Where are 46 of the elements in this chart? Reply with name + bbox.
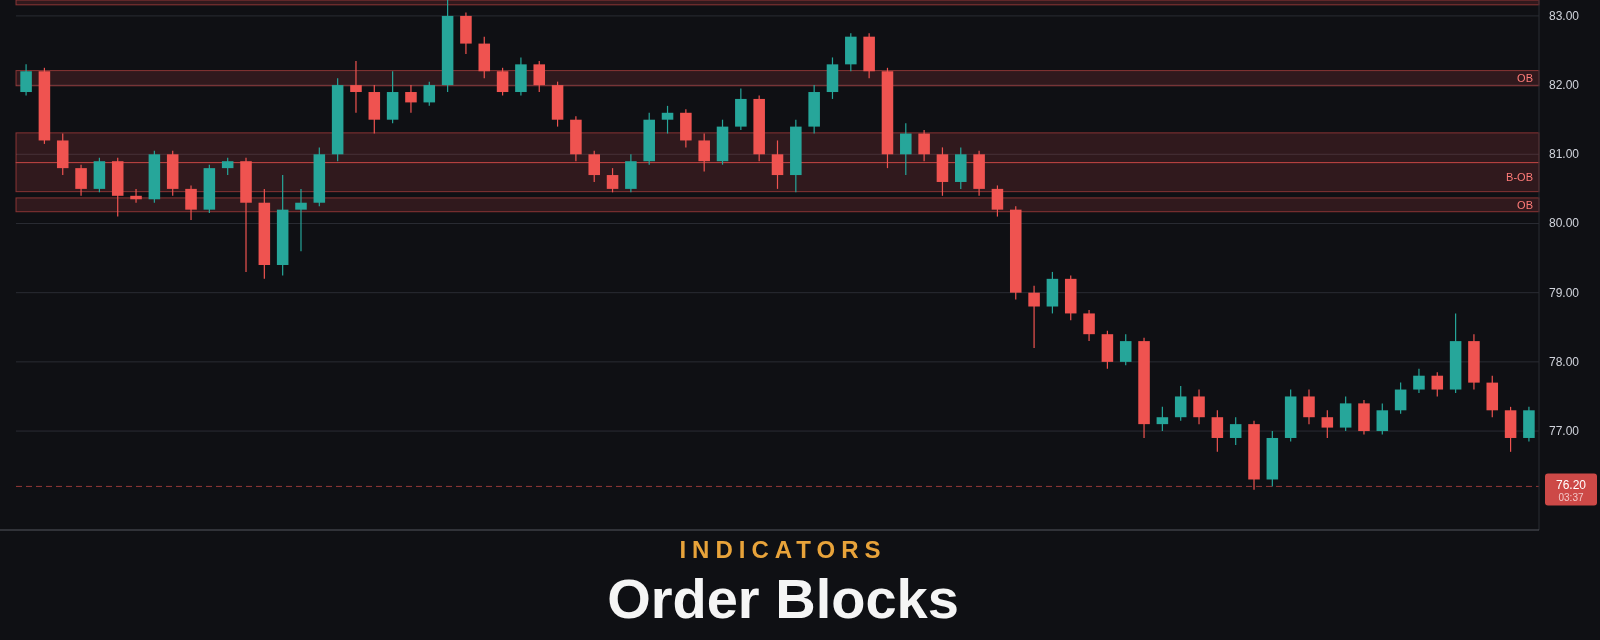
candlestick — [918, 129, 930, 162]
candlestick — [405, 84, 417, 114]
y-tick-label: 80.00 — [1549, 216, 1580, 231]
candlestick — [295, 188, 307, 252]
candlestick — [1376, 402, 1389, 436]
candlestick — [588, 150, 600, 183]
text: 03:37 — [1558, 492, 1584, 504]
candlestick — [1174, 385, 1187, 422]
band-label: B-OB — [1506, 171, 1533, 184]
candlestick — [698, 132, 710, 173]
candlestick — [991, 184, 1004, 218]
candlestick — [900, 122, 912, 176]
text: INDICATORS — [679, 536, 887, 563]
candlestick — [1394, 382, 1407, 415]
y-tick-label: 81.00 — [1549, 147, 1580, 162]
candlestick — [661, 105, 674, 135]
candlestick — [1413, 368, 1425, 394]
candlestick — [533, 60, 546, 93]
candlestick — [350, 60, 362, 114]
candlestick — [771, 139, 784, 190]
candlestick — [1193, 388, 1205, 425]
candlestick — [130, 188, 142, 204]
candlestick — [75, 164, 87, 197]
candlestick — [606, 167, 619, 193]
candlestick — [1156, 406, 1169, 432]
candlestick — [185, 184, 197, 221]
y-tick-label: 78.00 — [1549, 354, 1580, 369]
candlestick — [1119, 333, 1132, 366]
candlestick — [1431, 371, 1444, 398]
y-tick-label: 82.00 — [1549, 78, 1580, 93]
candlestick — [1229, 416, 1242, 446]
candlestick — [1028, 285, 1040, 349]
candlestick — [496, 67, 509, 97]
candlestick — [1211, 409, 1224, 453]
band-label: OB — [1517, 198, 1533, 211]
y-tick-label: 77.00 — [1549, 424, 1580, 439]
candlestick — [423, 81, 436, 107]
y-tick-label: 83.00 — [1549, 8, 1580, 23]
band-label: OB — [1517, 72, 1533, 85]
candlestick — [1321, 409, 1334, 439]
ref-line-label: 76.20 — [1555, 478, 1587, 493]
text: Order Blocks — [607, 567, 959, 630]
candlestick — [1303, 388, 1315, 425]
candlestick — [1083, 309, 1095, 342]
y-tick-label: 79.00 — [1549, 285, 1580, 300]
candlestick — [20, 63, 32, 97]
